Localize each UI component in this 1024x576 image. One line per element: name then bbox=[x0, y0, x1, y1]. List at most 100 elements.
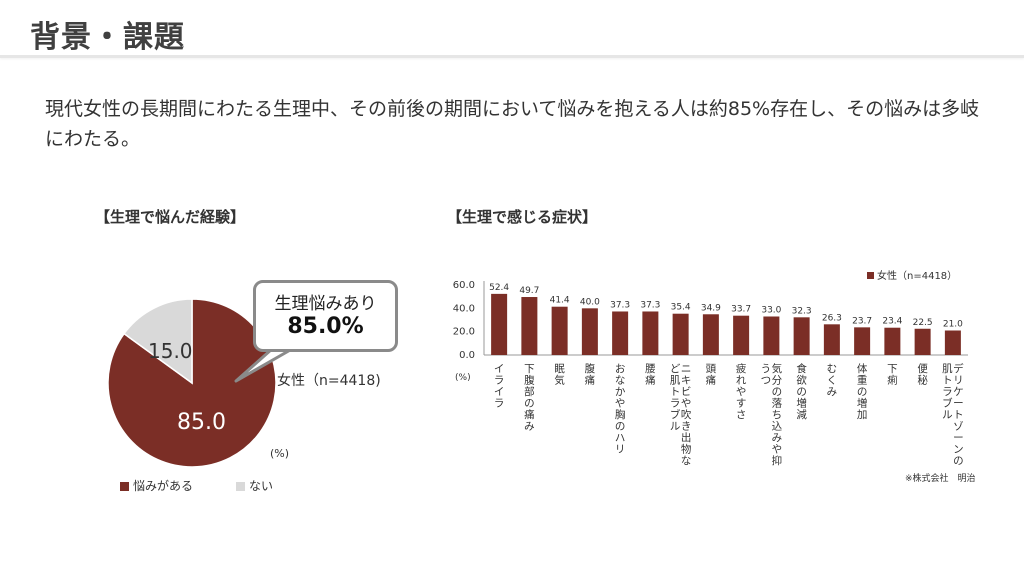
x-tick-char: 抑 bbox=[772, 454, 783, 467]
callout-line2: 85.0% bbox=[287, 314, 364, 339]
bar-value-label: 32.3 bbox=[792, 306, 812, 316]
x-tick-char: み bbox=[772, 432, 783, 444]
x-tick-char: 痛 bbox=[585, 374, 596, 387]
x-tick-char: ラ bbox=[494, 398, 505, 410]
x-tick-char: 体 bbox=[857, 363, 868, 375]
x-tick-char: 吹 bbox=[681, 408, 692, 421]
bar-value-label: 26.3 bbox=[822, 313, 842, 323]
bar bbox=[884, 327, 901, 355]
bar bbox=[491, 293, 508, 355]
bar bbox=[763, 316, 780, 355]
x-tick-char: か bbox=[615, 386, 626, 398]
bar bbox=[914, 328, 931, 355]
x-tick-char: 分 bbox=[772, 375, 783, 387]
x-tick-char: ト bbox=[942, 375, 953, 387]
pie-legend-no: ない bbox=[236, 477, 273, 494]
x-tick-char: 痛 bbox=[645, 374, 656, 387]
x-tick-char: ブ bbox=[670, 408, 681, 421]
x-tick-char: 重 bbox=[857, 374, 868, 387]
x-tick-char: 食 bbox=[796, 362, 807, 375]
x-tick-char: の bbox=[772, 386, 783, 398]
bar bbox=[581, 308, 598, 355]
bar-value-label: 37.3 bbox=[610, 300, 630, 310]
x-tick-char: お bbox=[615, 363, 626, 375]
x-tick-char: む bbox=[827, 363, 838, 375]
x-tick-char: ー bbox=[953, 398, 964, 410]
bar-value-label: 40.0 bbox=[580, 297, 600, 307]
x-tick-char: ト bbox=[953, 409, 964, 421]
x-tick-char: 肌 bbox=[670, 375, 681, 387]
x-tick-char: 落 bbox=[772, 398, 783, 410]
x-tick-char: ン bbox=[953, 444, 964, 456]
x-tick-label: 下痢 bbox=[887, 363, 898, 387]
pie-legend-yes-text: 悩みがある bbox=[133, 479, 194, 493]
x-tick-char: 減 bbox=[796, 408, 807, 421]
bar bbox=[854, 327, 871, 355]
x-tick-char: 胸 bbox=[615, 408, 626, 421]
x-tick-char: や bbox=[736, 386, 747, 398]
x-tick-char: 便 bbox=[917, 362, 928, 375]
pie-sample-label: 女性（n=4418) bbox=[277, 373, 381, 389]
bar-value-label: 23.4 bbox=[882, 317, 902, 327]
x-tick-char: く bbox=[827, 375, 838, 387]
x-tick-char: ハ bbox=[615, 432, 626, 444]
x-tick-char: ー bbox=[953, 432, 964, 444]
x-tick-char: 腹 bbox=[585, 362, 596, 375]
x-tick-char: 痢 bbox=[887, 374, 898, 387]
pie-section-title: 【生理で悩んだ経験】 bbox=[95, 208, 246, 226]
x-tick-char: 痛 bbox=[524, 408, 535, 421]
bar bbox=[521, 297, 538, 355]
y-tick-label: 40.0 bbox=[453, 303, 475, 314]
bar-value-label: 49.7 bbox=[519, 286, 539, 296]
legend-swatch-no bbox=[236, 482, 245, 491]
bar bbox=[672, 313, 689, 355]
x-tick-char: ゾ bbox=[953, 421, 964, 433]
x-tick-char: み bbox=[827, 386, 838, 398]
x-tick-label: 頭痛 bbox=[706, 363, 717, 387]
x-tick-char: ル bbox=[670, 421, 681, 433]
x-tick-label: 眠気 bbox=[554, 363, 565, 387]
x-tick-char: 気 bbox=[554, 374, 565, 387]
bar-value-label: 41.4 bbox=[550, 296, 570, 306]
x-tick-char: 痛 bbox=[706, 374, 717, 387]
bar-value-label: 21.0 bbox=[943, 320, 963, 330]
x-tick-char: キ bbox=[681, 375, 692, 387]
x-tick-char: き bbox=[681, 421, 692, 433]
pie-slice-yes bbox=[107, 298, 277, 468]
x-tick-char: や bbox=[615, 398, 626, 410]
x-tick-char: 込 bbox=[772, 421, 783, 433]
x-tick-char: イ bbox=[494, 363, 505, 375]
bar bbox=[823, 324, 840, 355]
x-tick-char: ち bbox=[772, 409, 783, 421]
x-tick-char: ラ bbox=[942, 386, 953, 398]
bar-legend-swatch bbox=[867, 272, 874, 279]
x-tick-char: ト bbox=[670, 386, 681, 398]
bar bbox=[793, 317, 810, 355]
pie-legend-no-text: ない bbox=[249, 479, 274, 493]
x-tick-char: の bbox=[857, 386, 868, 398]
bar-value-label: 52.4 bbox=[489, 283, 509, 293]
x-tick-char: 疲 bbox=[736, 362, 747, 375]
x-tick-char: 部 bbox=[524, 385, 535, 398]
header-bar: 背景・課題 bbox=[0, 0, 1024, 58]
page-title: 背景・課題 bbox=[30, 20, 185, 55]
bar bbox=[642, 311, 659, 355]
x-tick-char: れ bbox=[736, 375, 747, 387]
x-tick-char: 下 bbox=[887, 363, 898, 375]
bar-unit-label: (%) bbox=[455, 373, 471, 383]
bar-legend-label: 女性（n=4418） bbox=[877, 269, 957, 282]
x-tick-char: の bbox=[524, 398, 535, 410]
x-tick-char: 腰 bbox=[645, 363, 656, 375]
x-tick-char: リ bbox=[953, 375, 964, 387]
x-tick-char: ど bbox=[670, 363, 681, 375]
x-tick-char: の bbox=[953, 455, 964, 467]
bar bbox=[702, 314, 719, 355]
